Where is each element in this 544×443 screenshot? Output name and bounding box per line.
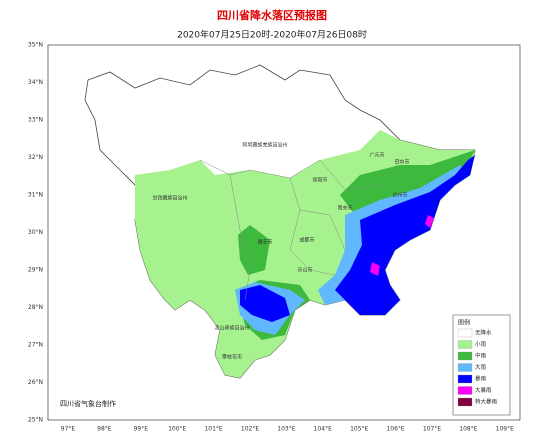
longitude-label: 109°E <box>496 426 514 433</box>
latitude-label: 32°N <box>28 154 43 161</box>
place-label: 凉山彝族自治州 <box>214 325 249 332</box>
legend-title: 图例 <box>458 319 470 327</box>
latitude-label: 35°N <box>28 42 43 49</box>
legend-label: 大雨 <box>475 363 487 371</box>
longitude-label: 97°E <box>61 426 76 433</box>
place-label: 雅安市 <box>257 239 272 246</box>
legend-swatch <box>457 340 473 349</box>
latitude-label: 34°N <box>28 79 43 86</box>
latitude-label: 25°N <box>28 417 43 424</box>
legend-swatch <box>457 328 473 338</box>
latitude-label: 26°N <box>28 379 43 386</box>
longitude-label: 107°E <box>423 426 441 433</box>
place-label: 乐山市 <box>297 267 312 274</box>
latitude-label: 33°N <box>28 117 43 124</box>
credit: 四川省气象台制作 <box>60 399 116 408</box>
longitude-label: 100°E <box>168 426 186 433</box>
province-map <box>84 64 476 379</box>
legend-label: 大暴雨 <box>475 386 492 394</box>
latitude-label: 28°N <box>28 304 43 311</box>
place-label: 成都市 <box>299 237 314 244</box>
prefecture-boundaries <box>199 159 401 301</box>
latitude-label: 30°N <box>28 229 43 236</box>
longitude-label: 105°E <box>350 426 368 433</box>
legend-label: 特大暴雨 <box>475 398 498 406</box>
place-label: 南充市 <box>337 205 352 212</box>
latitude-label: 31°N <box>28 192 43 199</box>
longitude-label: 104°E <box>314 426 332 433</box>
longitude-labels: 97°E 98°E 99°E 100°E 101°E 102°E 103°E 104°E 105… <box>61 426 514 433</box>
longitude-label: 108°E <box>459 426 477 433</box>
map-title: 四川省降水落区预报图 <box>217 8 327 22</box>
rainstorm-area <box>240 155 475 322</box>
longitude-label: 98°E <box>97 426 112 433</box>
legend-swatch <box>457 363 473 372</box>
longitude-label: 103°E <box>277 426 295 433</box>
place-label: 巴中市 <box>394 159 409 166</box>
legend-label: 小雨 <box>475 340 487 348</box>
legend-swatch <box>457 374 473 384</box>
legend-swatch <box>457 351 473 361</box>
legend-swatch <box>457 386 473 395</box>
place-label: 甘孜藏族自治州 <box>152 195 187 202</box>
latitude-label: 27°N <box>28 342 43 349</box>
longitude-label: 102°E <box>241 426 259 433</box>
place-label: 攀枝花市 <box>222 354 242 361</box>
legend-label: 无降水 <box>475 329 492 337</box>
moderate-rain-area <box>235 150 475 340</box>
legend-label: 暴雨 <box>475 376 487 383</box>
place-label: 绵阳市 <box>312 177 327 184</box>
longitude-label: 106°E <box>386 426 404 433</box>
latitude-labels: 35°N 34°N 33°N 32°N 31°N 30°N 29°N 28°N 27°N 26°N… <box>28 42 43 424</box>
place-label: 广元市 <box>369 152 384 159</box>
legend-swatch <box>457 397 473 407</box>
extreme-rain-area <box>370 215 434 276</box>
latitude-label: 29°N <box>28 267 43 274</box>
longitude-label: 99°E <box>134 426 149 433</box>
map-subtitle: 2020年07月25日20时-2020年07月26日08时 <box>177 29 367 41</box>
legend-label: 中雨 <box>475 352 487 360</box>
place-label: 达州市 <box>392 192 407 199</box>
place-label: 阿坝藏族羌族自治州 <box>242 142 287 149</box>
longitude-label: 101°E <box>204 426 222 433</box>
